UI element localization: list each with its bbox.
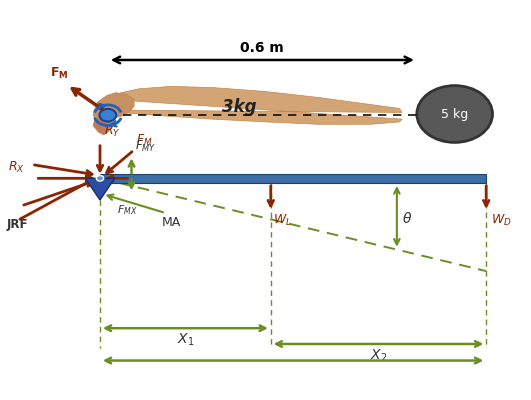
Text: $\theta$: $\theta$ xyxy=(402,211,413,226)
Text: $F_{MY}$: $F_{MY}$ xyxy=(135,139,156,154)
Text: $W_L$: $W_L$ xyxy=(273,213,292,228)
Text: $W_D$: $W_D$ xyxy=(492,213,512,228)
Polygon shape xyxy=(85,178,115,200)
Bar xyxy=(100,174,486,183)
Text: $F_M$: $F_M$ xyxy=(136,132,153,148)
Text: 0.6 m: 0.6 m xyxy=(241,41,284,55)
Circle shape xyxy=(99,109,116,122)
Text: MA: MA xyxy=(161,216,181,229)
Text: JRF: JRF xyxy=(7,218,29,231)
Text: $F_{MX}$: $F_{MX}$ xyxy=(117,203,138,216)
Polygon shape xyxy=(93,93,134,126)
Text: $R_X$: $R_X$ xyxy=(8,160,25,175)
Text: $X_1$: $X_1$ xyxy=(177,331,194,348)
Text: $R_Y$: $R_Y$ xyxy=(104,124,121,139)
Polygon shape xyxy=(93,115,113,135)
Text: $X_2$: $X_2$ xyxy=(370,347,387,364)
Text: $\mathbf{F_M}$: $\mathbf{F_M}$ xyxy=(50,66,69,81)
Text: 3kg: 3kg xyxy=(222,98,256,116)
Circle shape xyxy=(417,86,492,142)
Text: 5 kg: 5 kg xyxy=(441,108,468,120)
Polygon shape xyxy=(110,86,402,124)
Circle shape xyxy=(96,176,104,181)
